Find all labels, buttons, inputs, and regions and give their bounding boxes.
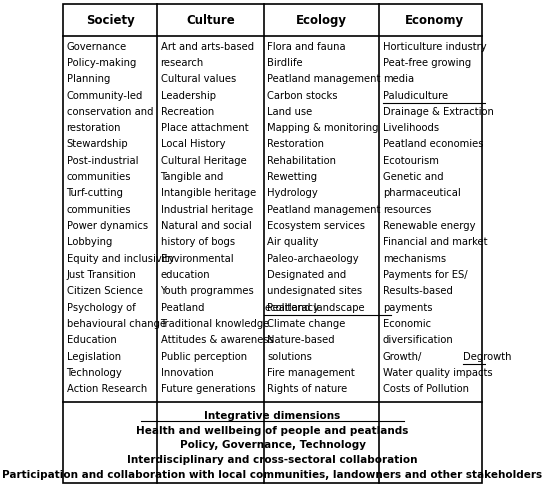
Text: Peatland economies: Peatland economies	[383, 139, 483, 149]
Text: behavioural change: behavioural change	[66, 318, 166, 328]
Text: Water quality impacts: Water quality impacts	[383, 367, 492, 377]
Text: Society: Society	[86, 14, 135, 27]
Text: Drainage & Extraction: Drainage & Extraction	[383, 106, 494, 117]
Text: research: research	[161, 58, 204, 68]
Text: Designated and: Designated and	[268, 269, 347, 280]
Text: Horticulture industry: Horticulture industry	[383, 41, 486, 51]
Text: Equity and inclusivity: Equity and inclusivity	[66, 253, 174, 263]
Text: Rewetting: Rewetting	[268, 172, 318, 182]
Text: diversification: diversification	[383, 335, 453, 345]
Text: Rehabilitation: Rehabilitation	[268, 156, 336, 165]
Text: Air quality: Air quality	[268, 237, 319, 247]
Text: Culture: Culture	[186, 14, 235, 27]
Text: Mapping & monitoring: Mapping & monitoring	[268, 123, 379, 133]
Text: Attitudes & awareness: Attitudes & awareness	[161, 335, 274, 345]
Text: Recreation: Recreation	[161, 106, 214, 117]
Text: Rights of nature: Rights of nature	[268, 384, 348, 393]
Text: Livelihoods: Livelihoods	[383, 123, 439, 133]
Text: Industrial heritage: Industrial heritage	[161, 204, 253, 214]
Text: Health and wellbeing of people and peatlands: Health and wellbeing of people and peatl…	[136, 425, 409, 435]
Text: Local History: Local History	[161, 139, 225, 149]
Text: Education: Education	[66, 335, 116, 345]
Text: Public perception: Public perception	[161, 351, 247, 361]
Text: Action Research: Action Research	[66, 384, 147, 393]
Text: Peatland: Peatland	[161, 302, 207, 312]
Text: Power dynamics: Power dynamics	[66, 221, 148, 230]
Text: Natural and social: Natural and social	[161, 221, 251, 230]
Text: Degrowth: Degrowth	[463, 351, 512, 361]
Text: Interdisciplinary and cross-sectoral collaboration: Interdisciplinary and cross-sectoral col…	[127, 454, 418, 464]
Text: Costs of Pollution: Costs of Pollution	[383, 384, 469, 393]
Text: undesignated sites: undesignated sites	[268, 285, 362, 296]
Text: Post-industrial: Post-industrial	[66, 156, 138, 165]
Text: Citizen Science: Citizen Science	[66, 285, 143, 296]
Text: Financial and market: Financial and market	[383, 237, 487, 247]
Text: history of bogs: history of bogs	[161, 237, 235, 247]
Text: Peat-free growing: Peat-free growing	[383, 58, 471, 68]
Text: Paludiculture: Paludiculture	[383, 90, 448, 101]
Text: Climate change: Climate change	[268, 318, 346, 328]
Text: conservation and: conservation and	[66, 106, 153, 117]
Text: Flora and fauna: Flora and fauna	[268, 41, 346, 51]
Text: solutions: solutions	[268, 351, 312, 361]
Text: Future generations: Future generations	[161, 384, 255, 393]
Text: Leadership: Leadership	[161, 90, 216, 101]
Text: Peatland management: Peatland management	[268, 204, 381, 214]
Text: mechanisms: mechanisms	[383, 253, 446, 263]
Text: Growth/: Growth/	[383, 351, 422, 361]
Text: Nature-based: Nature-based	[268, 335, 335, 345]
Text: restoration: restoration	[66, 123, 121, 133]
Text: Hydrology: Hydrology	[268, 188, 318, 198]
Text: Economy: Economy	[405, 14, 464, 27]
Text: Restoration: Restoration	[268, 139, 324, 149]
Text: Ecosystem services: Ecosystem services	[268, 221, 365, 230]
Text: Cultural values: Cultural values	[161, 74, 236, 84]
Text: Birdlife: Birdlife	[268, 58, 303, 68]
Text: pharmaceutical: pharmaceutical	[383, 188, 461, 198]
Text: ecoliteracy: ecoliteracy	[264, 302, 319, 312]
Text: Tangible and: Tangible and	[161, 172, 224, 182]
Text: Youth programmes: Youth programmes	[161, 285, 255, 296]
Text: Lobbying: Lobbying	[66, 237, 112, 247]
Text: Payments for ES/: Payments for ES/	[383, 269, 468, 280]
Text: communities: communities	[66, 204, 131, 214]
Text: Renewable energy: Renewable energy	[383, 221, 475, 230]
Text: Turf-cutting: Turf-cutting	[66, 188, 124, 198]
Text: Psychology of: Psychology of	[66, 302, 135, 312]
Text: Legislation: Legislation	[66, 351, 120, 361]
Text: Policy-making: Policy-making	[66, 58, 136, 68]
Text: Participation and collaboration with local communities, landowners and other sta: Participation and collaboration with loc…	[2, 468, 543, 479]
Text: Community-led: Community-led	[66, 90, 143, 101]
Text: Peatland management: Peatland management	[268, 74, 381, 84]
Text: Paleo-archaeology: Paleo-archaeology	[268, 253, 359, 263]
Text: Intangible heritage: Intangible heritage	[161, 188, 256, 198]
Text: Economic: Economic	[383, 318, 431, 328]
Text: communities: communities	[66, 172, 131, 182]
Text: Place attachment: Place attachment	[161, 123, 248, 133]
Text: Traditional knowledge: Traditional knowledge	[161, 318, 270, 328]
Text: media: media	[383, 74, 414, 84]
Text: education: education	[161, 269, 210, 280]
Text: Land use: Land use	[268, 106, 313, 117]
Text: Stewardship: Stewardship	[66, 139, 128, 149]
Text: Results-based: Results-based	[383, 285, 452, 296]
Text: Carbon stocks: Carbon stocks	[268, 90, 338, 101]
Text: resources: resources	[383, 204, 431, 214]
Text: Environmental: Environmental	[161, 253, 233, 263]
Text: Art and arts-based: Art and arts-based	[161, 41, 253, 51]
Text: Cultural Heritage: Cultural Heritage	[161, 156, 246, 165]
Text: Ecology: Ecology	[296, 14, 347, 27]
Text: payments: payments	[383, 302, 432, 312]
Text: Just Transition: Just Transition	[66, 269, 136, 280]
Text: Policy, Governance, Technology: Policy, Governance, Technology	[179, 439, 366, 449]
Text: Innovation: Innovation	[161, 367, 213, 377]
Text: Peatland landscape: Peatland landscape	[268, 302, 365, 312]
Text: Planning: Planning	[66, 74, 110, 84]
Text: Ecotourism: Ecotourism	[383, 156, 439, 165]
Text: Genetic and: Genetic and	[383, 172, 443, 182]
Text: Governance: Governance	[66, 41, 127, 51]
Text: Integrative dimensions: Integrative dimensions	[204, 410, 341, 420]
Text: Fire management: Fire management	[268, 367, 355, 377]
Text: Technology: Technology	[66, 367, 122, 377]
